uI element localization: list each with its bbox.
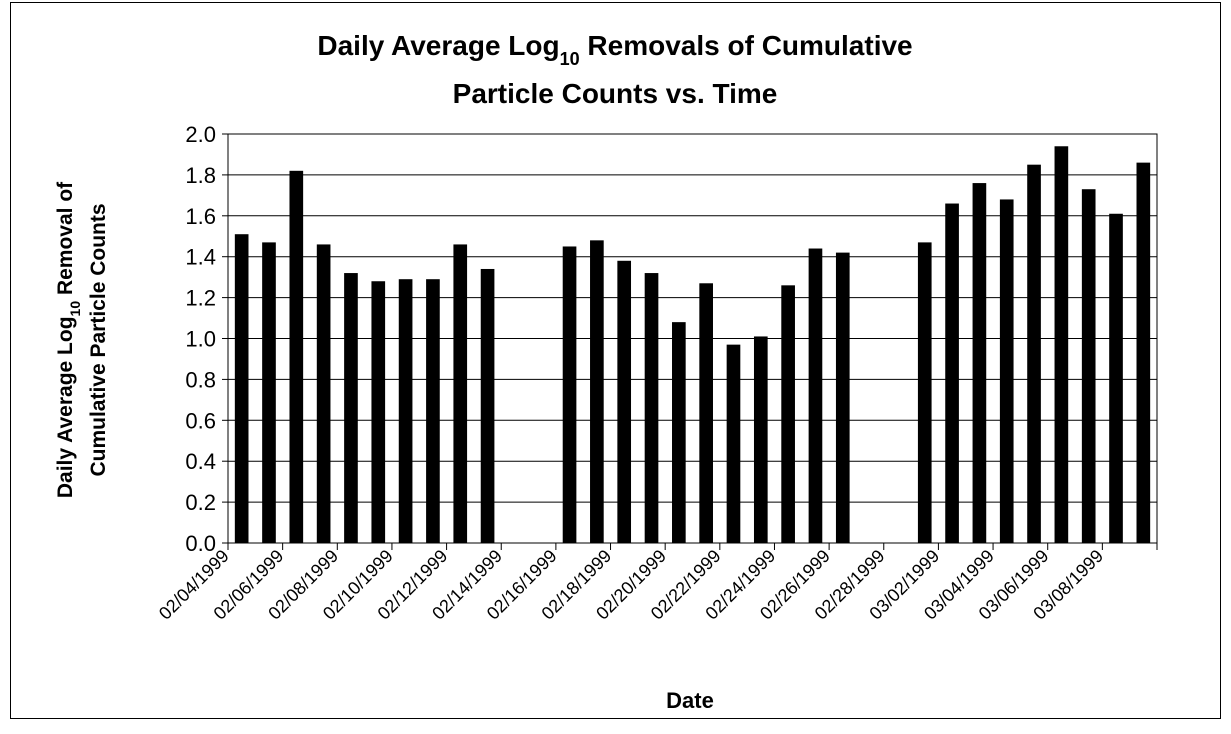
bar bbox=[699, 283, 713, 543]
chart-title-part: Daily Average Log bbox=[317, 30, 559, 61]
bar bbox=[234, 234, 249, 543]
bar bbox=[316, 244, 331, 543]
chart-title: Daily Average Log10 Removals of Cumulati… bbox=[317, 30, 912, 69]
bar bbox=[808, 248, 823, 543]
y-axis-title-part: Daily Average Log bbox=[54, 316, 77, 498]
bar bbox=[917, 242, 932, 543]
x-axis-title: Date bbox=[666, 688, 714, 713]
bar bbox=[344, 273, 358, 543]
bar bbox=[617, 260, 632, 543]
bar bbox=[1136, 162, 1151, 543]
bar bbox=[945, 203, 959, 543]
bar bbox=[781, 285, 795, 543]
bar bbox=[562, 246, 577, 543]
y-tick-label: 0.2 bbox=[185, 490, 216, 515]
chart-title-part: Removals of Cumulative bbox=[580, 30, 913, 61]
bar bbox=[398, 279, 413, 543]
y-tick-label: 0.4 bbox=[185, 449, 216, 474]
y-tick-label: 0.0 bbox=[185, 531, 216, 556]
y-axis-title-group: Daily Average Log10 Removal of Cumulative… bbox=[54, 181, 110, 498]
y-tick-label: 1.6 bbox=[185, 204, 216, 229]
bar bbox=[262, 242, 276, 543]
bar bbox=[480, 268, 495, 543]
bar bbox=[371, 281, 386, 543]
plot-area bbox=[227, 133, 1158, 544]
bar bbox=[289, 170, 304, 543]
bar bbox=[590, 240, 604, 543]
y-tick-label: 0.8 bbox=[185, 367, 216, 392]
chart-title: Particle Counts vs. Time bbox=[453, 78, 778, 109]
y-tick-label: 2.0 bbox=[185, 122, 216, 147]
y-axis-title: Daily Average Log10 Removal of bbox=[54, 181, 83, 498]
chart-title-subscript: 10 bbox=[560, 49, 580, 69]
bar bbox=[1027, 164, 1041, 544]
bar bbox=[1109, 213, 1123, 543]
bar bbox=[426, 279, 440, 543]
y-tick-label: 0.6 bbox=[185, 408, 216, 433]
bar bbox=[672, 322, 686, 543]
y-axis-title-subscript: 10 bbox=[67, 301, 83, 317]
bar bbox=[726, 344, 741, 543]
bar bbox=[453, 244, 468, 543]
bar bbox=[753, 336, 768, 543]
bar bbox=[644, 273, 659, 543]
y-axis-title-part: Cumulative Particle Counts bbox=[87, 203, 110, 476]
y-tick-label: 1.4 bbox=[185, 245, 216, 270]
y-tick-label: 1.8 bbox=[185, 163, 216, 188]
bar bbox=[1054, 146, 1069, 543]
chart-border bbox=[10, 2, 1221, 719]
chart-title-part: Particle Counts vs. Time bbox=[453, 78, 778, 109]
bar bbox=[972, 183, 987, 543]
bar bbox=[835, 252, 850, 544]
y-axis-title: Cumulative Particle Counts bbox=[87, 203, 110, 476]
bar bbox=[999, 199, 1014, 543]
y-axis-title-part: Removal of bbox=[54, 181, 77, 301]
y-tick-label: 1.0 bbox=[185, 327, 216, 352]
bar bbox=[1081, 189, 1096, 543]
y-tick-label: 1.2 bbox=[185, 286, 216, 311]
